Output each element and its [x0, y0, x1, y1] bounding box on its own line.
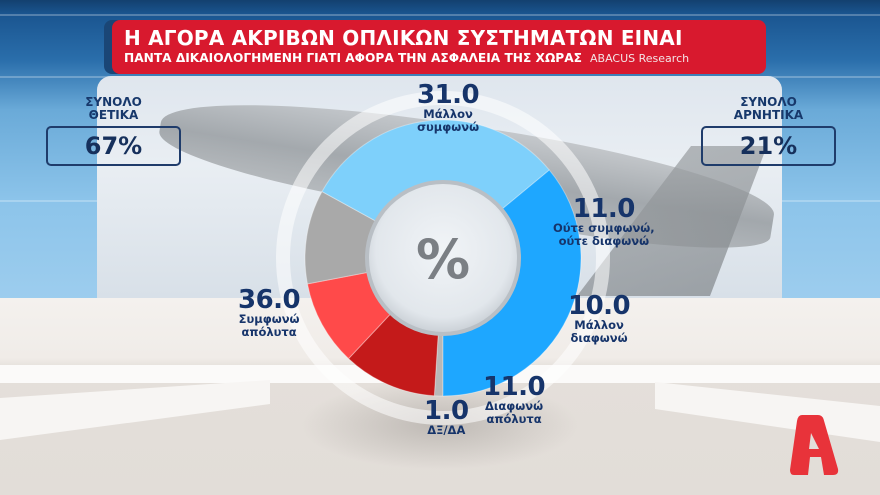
kpi-negative-label-2: ΑΡΝΗΤΙΚΑ	[733, 108, 804, 122]
kpi-negative-label-1: ΣΥΝΟΛΟ	[740, 95, 797, 109]
value-disagree-fully: 11.0	[483, 372, 546, 402]
kpi-positive-value: 67%	[46, 126, 181, 166]
title-line-2: ΠΑΝΤΑ ΔΙΚΑΙΟΛΟΓΗΜΕΝΗ ΓΙΑΤΙ ΑΦΟΡΑ ΤΗΝ ΑΣΦ…	[124, 50, 754, 67]
kpi-positive-label-1: ΣΥΝΟΛΟ	[85, 95, 142, 109]
value-rather-agree: 31.0	[417, 80, 480, 110]
kpi-total-positive: ΣΥΝΟΛΟ ΘΕΤΙΚΑ 67%	[46, 96, 181, 166]
label-dont-know: 1.0 ΔΞ/ΔΑ	[424, 398, 469, 437]
outer-ring	[276, 91, 610, 425]
text-rather-agree-1: Μάλλον	[423, 107, 473, 121]
value-neutral: 11.0	[572, 194, 636, 224]
title-line-1: Η ΑΓΟΡΑ ΑΚΡΙΒΩΝ ΟΠΛΙΚΩΝ ΣΥΣΤΗΜΑΤΩΝ ΕΙΝΑΙ	[124, 26, 683, 50]
text-agree-fully-1: Συμφωνώ	[238, 312, 300, 326]
donut-svg: %	[276, 91, 610, 425]
title-banner: Η ΑΓΟΡΑ ΑΚΡΙΒΩΝ ΟΠΛΙΚΩΝ ΣΥΣΤΗΜΑΤΩΝ ΕΙΝΑΙ…	[112, 20, 766, 74]
text-dont-know: ΔΞ/ΔΑ	[427, 423, 466, 437]
kpi-positive-label-2: ΘΕΤΙΚΑ	[88, 108, 139, 122]
percent-symbol: %	[416, 228, 470, 291]
donut-segments	[304, 119, 582, 397]
value-agree-fully: 36.0	[238, 285, 301, 315]
label-neutral: 11.0 Ούτε συμφωνώ, ούτε διαφωνώ	[553, 196, 655, 247]
text-rather-agree-2: συμφωνώ	[417, 119, 480, 134]
text-agree-fully-2: απόλυτα	[241, 324, 297, 339]
text-neutral-1: Ούτε συμφωνώ,	[553, 221, 655, 235]
label-rather-disagree: 10.0 Μάλλον διαφωνώ	[568, 291, 631, 345]
text-rather-disagree-1: Μάλλον	[574, 318, 624, 332]
text-neutral-2: ούτε διαφωνώ	[558, 233, 650, 248]
value-rather-disagree: 10.0	[568, 291, 631, 321]
label-rather-agree: 31.0 Μάλλον συμφωνώ	[417, 80, 480, 134]
donut-chart: %	[268, 84, 618, 434]
donut-hole	[365, 180, 521, 336]
kpi-negative-value: 21%	[701, 126, 836, 166]
kpi-total-negative: ΣΥΝΟΛΟ ΑΡΝΗΤΙΚΑ 21%	[701, 96, 836, 166]
label-agree-fully: 36.0 Συμφωνώ απόλυτα	[238, 285, 301, 339]
alpha-tv-logo-icon	[790, 415, 839, 475]
text-disagree-fully-1: Διαφωνώ	[485, 399, 544, 413]
text-disagree-fully-2: απόλυτα	[486, 411, 542, 426]
background-stripe	[0, 14, 880, 16]
value-dont-know: 1.0	[424, 396, 469, 426]
title-line-2-text: ΠΑΝΤΑ ΔΙΚΑΙΟΛΟΓΗΜΕΝΗ ΓΙΑΤΙ ΑΦΟΡΑ ΤΗΝ ΑΣΦ…	[124, 51, 583, 65]
source-label: ABACUS Research	[590, 52, 690, 65]
label-disagree-fully: 11.0 Διαφωνώ απόλυτα	[483, 372, 546, 426]
text-rather-disagree-2: διαφωνώ	[570, 330, 628, 345]
